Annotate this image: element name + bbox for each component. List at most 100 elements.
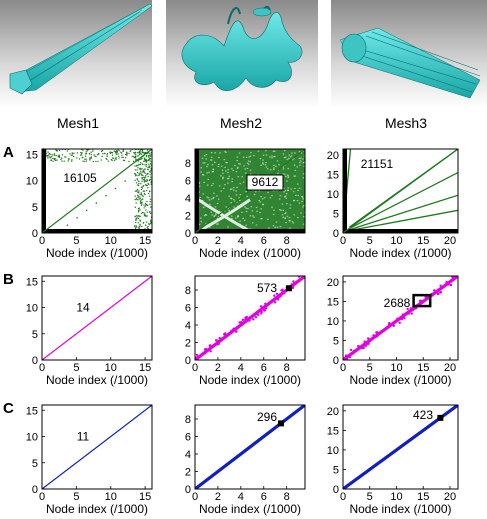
sparsity-gap bbox=[259, 211, 261, 214]
sparsity-dot bbox=[140, 193, 143, 196]
sparsity-dot bbox=[142, 222, 144, 224]
sparsity-dot bbox=[95, 202, 98, 204]
sparsity-gap bbox=[246, 167, 249, 170]
sparsity-gap bbox=[224, 166, 226, 169]
sparsity-gap bbox=[286, 158, 289, 161]
sparsity-gap bbox=[216, 202, 219, 205]
row-letter: C bbox=[3, 400, 14, 417]
sparsity-gap bbox=[210, 211, 213, 213]
x-tick-label: 0 bbox=[192, 362, 198, 374]
sparsity-dot bbox=[94, 155, 96, 157]
sparsity-gap bbox=[265, 150, 267, 152]
sparsity-dot bbox=[139, 163, 141, 166]
sparsity-dot bbox=[106, 152, 109, 155]
nnz-annotation: 573 bbox=[257, 281, 277, 295]
sparsity-dot bbox=[146, 200, 148, 203]
sparsity-gap bbox=[236, 201, 238, 203]
sparsity-dot bbox=[141, 211, 144, 214]
sparsity-dot bbox=[68, 157, 70, 160]
y-tick-label: 4 bbox=[185, 320, 191, 332]
x-tick-label: 15 bbox=[139, 235, 151, 247]
sparsity-gap bbox=[300, 212, 302, 214]
x-tick-label: 0 bbox=[340, 491, 346, 503]
sparsity-gap bbox=[210, 156, 213, 158]
sparsity-gap bbox=[298, 151, 301, 153]
sparsity-dot bbox=[58, 154, 60, 157]
sparsity-dot bbox=[145, 164, 148, 166]
sparsity-dot bbox=[137, 184, 140, 187]
sparsity-dot bbox=[90, 157, 92, 159]
sparsity-gap bbox=[231, 178, 234, 180]
x-tick-label: 15 bbox=[417, 235, 429, 247]
sparsity-dot bbox=[132, 160, 135, 163]
sparsity-dot bbox=[80, 151, 82, 154]
sparsity-dot bbox=[134, 195, 136, 197]
sparsity-dot bbox=[117, 153, 119, 155]
x-tick-label: 10 bbox=[105, 491, 117, 503]
sparsity-gap bbox=[236, 167, 239, 169]
sparsity-dot bbox=[111, 159, 113, 162]
sparsity-gap bbox=[205, 154, 208, 156]
sparsity-dot bbox=[55, 154, 57, 157]
sparsity-gap bbox=[266, 168, 269, 170]
mesh1-render bbox=[0, 0, 153, 108]
sparsity-dot bbox=[137, 211, 140, 213]
sparsity-dot bbox=[140, 192, 142, 194]
spread-dot bbox=[439, 291, 442, 294]
sparsity-gap bbox=[236, 159, 238, 162]
sparsity-gap bbox=[245, 156, 248, 159]
sparsity-dot bbox=[136, 179, 138, 181]
spread-dot bbox=[264, 302, 267, 306]
sparsity-dot bbox=[66, 150, 69, 152]
sparsity-dot bbox=[140, 186, 143, 188]
sparsity-dot bbox=[134, 159, 137, 161]
sparsity-dot bbox=[79, 154, 82, 156]
sparsity-dot bbox=[100, 159, 102, 161]
sparsity-gap bbox=[297, 194, 299, 197]
sparsity-dot bbox=[145, 221, 148, 223]
sparsity-gap bbox=[299, 164, 301, 166]
spread-dot bbox=[208, 344, 212, 347]
sparsity-dot bbox=[147, 187, 149, 189]
spread-dot bbox=[235, 330, 238, 333]
spread-dot bbox=[290, 283, 293, 286]
spread-dot bbox=[264, 307, 268, 310]
spread-dot bbox=[388, 321, 391, 325]
sparsity-dot bbox=[85, 151, 87, 153]
sparsity-gap bbox=[296, 166, 299, 168]
sparsity-dot bbox=[144, 168, 146, 170]
sparsity-dot bbox=[147, 168, 149, 171]
sparsity-gap bbox=[210, 198, 213, 200]
sparsity-dot bbox=[89, 158, 91, 160]
sparsity-dot bbox=[134, 179, 136, 182]
sparsity-dot bbox=[124, 180, 126, 182]
sparsity-dot bbox=[147, 227, 149, 230]
sparsity-dot bbox=[149, 160, 151, 162]
sparsity-dot bbox=[146, 211, 149, 213]
sparsity-dot bbox=[78, 158, 81, 160]
sparsity-gap bbox=[213, 216, 216, 218]
row-letter: B bbox=[3, 271, 14, 288]
sparsity-gap bbox=[272, 190, 275, 192]
sparsity-dot bbox=[144, 157, 146, 159]
x-tick-label: 10 bbox=[390, 362, 402, 374]
x-tick-label: 5 bbox=[367, 362, 373, 374]
sparsity-dot bbox=[136, 189, 138, 191]
spread-dot bbox=[241, 318, 245, 322]
sparsity-dot bbox=[137, 199, 139, 201]
spread-dot bbox=[203, 352, 207, 355]
sparsity-dot bbox=[122, 159, 125, 162]
sparsity-dot bbox=[90, 156, 93, 158]
sparsity-gap bbox=[275, 165, 277, 167]
sparsity-dot bbox=[69, 153, 71, 155]
sparsity-gap bbox=[283, 173, 286, 175]
y-tick-label: 8 bbox=[185, 414, 191, 426]
y-tick-label: 5 bbox=[333, 208, 339, 220]
x-tick-label: 8 bbox=[284, 362, 290, 374]
sparsity-gap bbox=[203, 181, 205, 183]
spread-dot bbox=[279, 293, 283, 297]
sparsity-dot bbox=[110, 151, 112, 154]
sparsity-gap bbox=[258, 190, 261, 192]
sparsity-dot bbox=[135, 155, 137, 158]
sparsity-gap bbox=[222, 177, 224, 180]
